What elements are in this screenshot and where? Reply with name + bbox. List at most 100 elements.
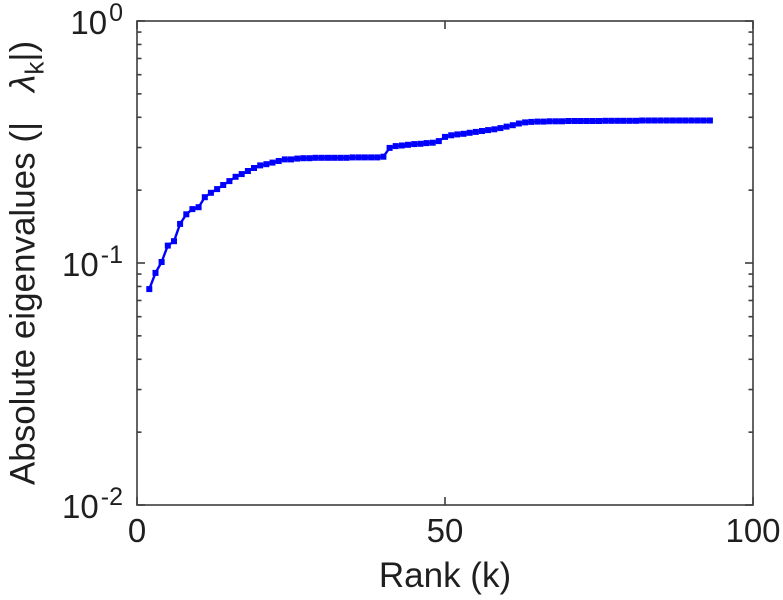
- data-point-marker: [540, 118, 547, 125]
- data-point-marker: [639, 117, 646, 124]
- axes-box: [136, 20, 754, 506]
- data-point-marker: [411, 141, 418, 148]
- data-point-marker: [429, 139, 436, 146]
- data-point-marker: [201, 194, 208, 201]
- data-point-marker: [577, 118, 584, 124]
- data-point-marker: [522, 119, 529, 126]
- data-point-marker: [620, 117, 627, 124]
- data-point-marker: [380, 153, 387, 160]
- data-point-marker: [152, 269, 159, 276]
- eigenvalue-series-markers: [146, 117, 713, 293]
- data-point-marker: [263, 161, 270, 168]
- data-point-marker: [645, 117, 652, 124]
- y-axis-label-prefix: Absolute eigenvalues (|: [3, 121, 43, 486]
- data-point-marker: [251, 165, 257, 171]
- data-point-marker: [472, 128, 479, 135]
- data-point-marker: [417, 140, 424, 147]
- data-point-marker: [331, 154, 338, 161]
- data-point-marker: [694, 117, 701, 124]
- data-point-marker: [146, 286, 153, 293]
- data-point-marker: [454, 131, 461, 138]
- data-point-marker: [651, 117, 658, 124]
- data-point-marker: [183, 211, 190, 218]
- data-point-marker: [158, 259, 165, 265]
- y-axis-label: Absolute eigenvalues (| λk|): [4, 41, 51, 485]
- data-point-marker: [448, 132, 455, 139]
- data-point-marker: [491, 126, 498, 133]
- data-point-marker: [676, 117, 683, 124]
- y-tick-label: 100: [70, 0, 123, 42]
- data-point-marker: [325, 154, 331, 161]
- data-point-marker: [306, 155, 313, 162]
- data-point-marker: [479, 128, 485, 134]
- x-axis-label: Rank (k): [378, 556, 512, 595]
- data-point-marker: [552, 118, 559, 125]
- data-point-marker: [589, 118, 596, 124]
- data-point-marker: [392, 143, 399, 150]
- y-tick-label: 10-1: [62, 241, 123, 284]
- data-point-marker: [503, 123, 510, 130]
- data-point-marker: [706, 117, 713, 124]
- data-point-marker: [207, 189, 214, 196]
- data-point-marker: [565, 118, 572, 124]
- data-point-marker: [435, 138, 442, 145]
- data-point-marker: [300, 155, 307, 162]
- data-point-marker: [534, 118, 541, 125]
- data-point-marker: [688, 117, 695, 124]
- data-point-marker: [374, 154, 381, 161]
- data-point-marker: [559, 118, 565, 125]
- x-tick-label: 100: [725, 512, 781, 549]
- data-point-marker: [275, 158, 282, 164]
- data-point-marker: [405, 141, 411, 148]
- data-point-marker: [700, 117, 707, 124]
- data-point-marker: [337, 154, 344, 161]
- data-point-marker: [546, 118, 553, 125]
- data-point-marker: [220, 182, 227, 188]
- data-point-marker: [164, 242, 171, 249]
- data-point-marker: [485, 127, 492, 134]
- lambda-subscript: k: [19, 61, 50, 75]
- data-point-marker: [423, 140, 430, 147]
- data-point-marker: [460, 130, 467, 137]
- data-point-marker: [571, 118, 578, 124]
- data-point-marker: [349, 154, 356, 161]
- data-point-marker: [657, 117, 664, 124]
- data-point-marker: [238, 171, 245, 178]
- data-point-marker: [596, 118, 602, 124]
- y-tick-label: 10-2: [62, 483, 123, 526]
- eigenvalue-series-line: [148, 119, 710, 290]
- data-point-marker: [288, 156, 294, 163]
- data-point-marker: [294, 155, 301, 162]
- data-point-marker: [343, 154, 350, 161]
- data-point-marker: [614, 117, 621, 124]
- data-point-marker: [633, 117, 639, 124]
- data-point-marker: [269, 159, 276, 166]
- data-point-marker: [602, 117, 609, 124]
- data-point-marker: [189, 206, 196, 213]
- data-point-marker: [318, 154, 325, 161]
- data-point-marker: [232, 173, 239, 180]
- data-point-marker: [171, 238, 177, 245]
- data-point-marker: [663, 117, 670, 124]
- data-point-marker: [608, 117, 615, 124]
- data-point-marker: [386, 144, 393, 151]
- data-point-marker: [442, 133, 448, 140]
- data-point-marker: [361, 154, 368, 161]
- data-point-marker: [355, 154, 362, 161]
- data-point-marker: [497, 125, 504, 132]
- data-point-marker: [682, 117, 689, 124]
- data-point-marker: [368, 154, 375, 161]
- data-point-marker: [257, 162, 264, 169]
- data-point-marker: [226, 178, 233, 185]
- data-point-marker: [509, 122, 516, 129]
- data-point-marker: [669, 117, 676, 124]
- data-point-marker: [195, 204, 202, 211]
- lambda-symbol: λ: [3, 74, 43, 92]
- data-point-marker: [214, 186, 221, 193]
- x-tick-label: 0: [127, 512, 147, 549]
- data-point-marker: [244, 168, 251, 174]
- data-point-marker: [626, 117, 633, 124]
- data-point-marker: [466, 129, 473, 136]
